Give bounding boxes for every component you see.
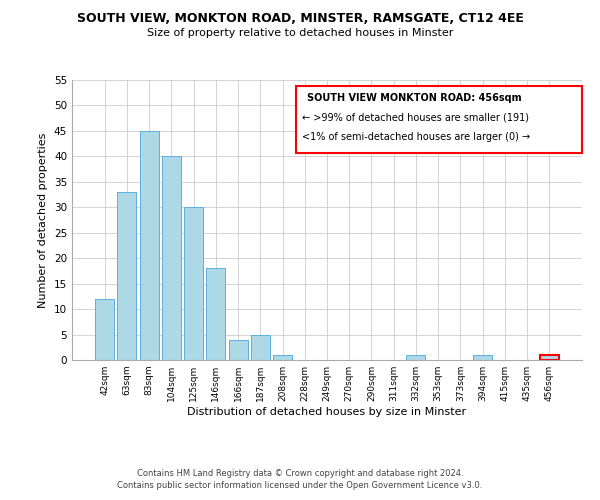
FancyBboxPatch shape xyxy=(296,86,582,153)
X-axis label: Distribution of detached houses by size in Minster: Distribution of detached houses by size … xyxy=(187,407,467,417)
Bar xyxy=(473,355,492,360)
Text: Size of property relative to detached houses in Minster: Size of property relative to detached ho… xyxy=(147,28,453,38)
Text: SOUTH VIEW MONKTON ROAD: 456sqm: SOUTH VIEW MONKTON ROAD: 456sqm xyxy=(307,92,521,102)
Text: <1% of semi-detached houses are larger (0) →: <1% of semi-detached houses are larger (… xyxy=(302,132,530,142)
Text: SOUTH VIEW, MONKTON ROAD, MINSTER, RAMSGATE, CT12 4EE: SOUTH VIEW, MONKTON ROAD, MINSTER, RAMSG… xyxy=(77,12,523,26)
Bar xyxy=(251,334,270,360)
Text: ← >99% of detached houses are smaller (191): ← >99% of detached houses are smaller (1… xyxy=(302,112,529,122)
Y-axis label: Number of detached properties: Number of detached properties xyxy=(38,132,49,308)
Bar xyxy=(206,268,225,360)
Bar xyxy=(273,355,292,360)
Bar xyxy=(140,131,158,360)
Text: Contains public sector information licensed under the Open Government Licence v3: Contains public sector information licen… xyxy=(118,481,482,490)
Bar xyxy=(118,192,136,360)
Text: Contains HM Land Registry data © Crown copyright and database right 2024.: Contains HM Land Registry data © Crown c… xyxy=(137,468,463,477)
Bar xyxy=(95,299,114,360)
Bar xyxy=(540,355,559,360)
Bar xyxy=(184,208,203,360)
Bar xyxy=(406,355,425,360)
Bar xyxy=(229,340,248,360)
Bar xyxy=(162,156,181,360)
